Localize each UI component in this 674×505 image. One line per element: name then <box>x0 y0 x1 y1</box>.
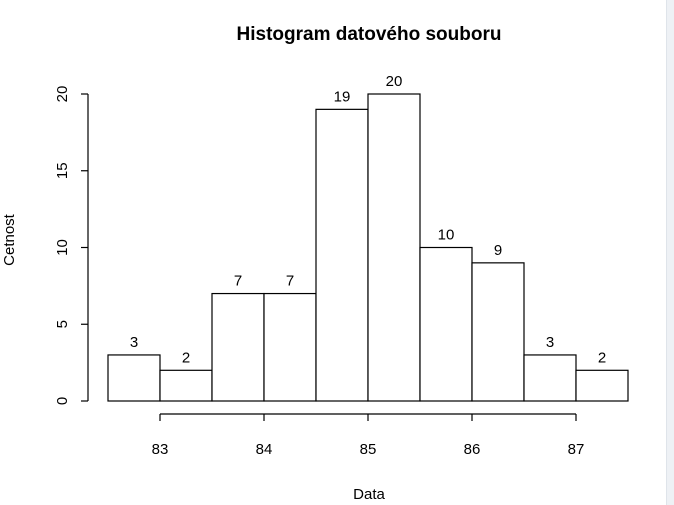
bar-value-label: 3 <box>546 334 554 351</box>
histogram-bar <box>575 369 629 402</box>
histogram-bar <box>159 369 213 402</box>
x-tick-label: 87 <box>568 441 585 458</box>
y-tick-label: 10 <box>54 239 71 256</box>
histogram-bar <box>419 246 473 402</box>
x-axis: 83 84 85 86 87 <box>152 413 585 458</box>
y-tick-label: 0 <box>54 397 71 405</box>
bar-value-label: 3 <box>130 334 138 351</box>
bar-value-label: 19 <box>334 88 351 105</box>
bar-value-label: 7 <box>286 273 294 290</box>
bar-labels-layer: 3 2 7 7 19 20 10 9 3 2 <box>130 73 606 366</box>
chart-title: Histogram datového souboru <box>237 24 502 45</box>
y-axis-label: Cetnost <box>1 213 18 266</box>
histogram-bar <box>471 262 525 402</box>
x-tick-label: 83 <box>152 441 169 458</box>
x-tick-label: 86 <box>464 441 481 458</box>
bar-value-label: 20 <box>386 73 403 90</box>
y-tick-label: 15 <box>54 162 71 179</box>
bar-value-label: 9 <box>494 242 502 259</box>
histogram-bar <box>211 292 265 402</box>
x-tick-label: 84 <box>256 441 273 458</box>
bar-value-label: 2 <box>598 349 606 366</box>
y-axis: 0 5 10 15 20 <box>54 86 89 405</box>
histogram-bar <box>315 108 369 402</box>
histogram-bar <box>367 93 421 402</box>
bar-value-label: 2 <box>182 349 190 366</box>
histogram-bar <box>107 354 161 402</box>
histogram-bar <box>263 292 317 402</box>
x-axis-label: Data <box>353 486 385 503</box>
bar-value-label: 7 <box>234 273 242 290</box>
y-tick-label: 20 <box>54 86 71 103</box>
bar-value-label: 10 <box>438 227 455 244</box>
histogram-bar <box>523 354 577 402</box>
y-tick-label: 5 <box>54 320 71 328</box>
x-tick-label: 85 <box>360 441 377 458</box>
window-edge-strip <box>666 0 674 505</box>
bars-layer <box>107 93 629 402</box>
